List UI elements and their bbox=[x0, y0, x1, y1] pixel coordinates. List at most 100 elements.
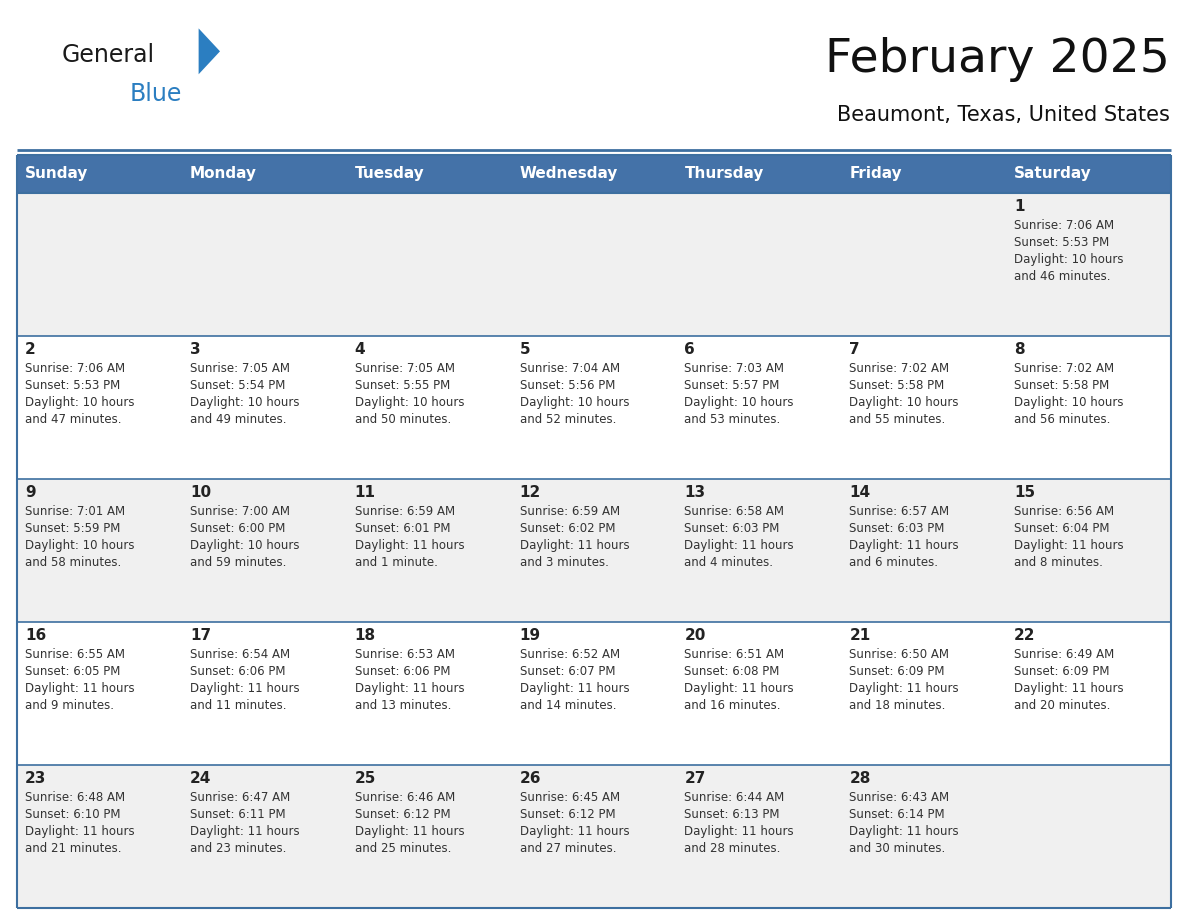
Text: Sunrise: 6:48 AM: Sunrise: 6:48 AM bbox=[25, 791, 125, 804]
Text: 2: 2 bbox=[25, 342, 36, 357]
Text: Sunrise: 6:55 AM: Sunrise: 6:55 AM bbox=[25, 648, 125, 661]
Text: 4: 4 bbox=[355, 342, 366, 357]
Text: and 14 minutes.: and 14 minutes. bbox=[519, 699, 617, 712]
Text: Sunset: 6:10 PM: Sunset: 6:10 PM bbox=[25, 808, 120, 821]
Bar bbox=[841, 155, 1006, 193]
Text: Daylight: 10 hours: Daylight: 10 hours bbox=[1015, 253, 1124, 266]
Text: 28: 28 bbox=[849, 771, 871, 786]
Text: Daylight: 10 hours: Daylight: 10 hours bbox=[190, 396, 299, 409]
Text: Sunrise: 6:46 AM: Sunrise: 6:46 AM bbox=[355, 791, 455, 804]
Text: and 30 minutes.: and 30 minutes. bbox=[849, 842, 946, 855]
Text: General: General bbox=[62, 43, 156, 67]
Text: Sunrise: 7:06 AM: Sunrise: 7:06 AM bbox=[1015, 219, 1114, 232]
Text: Sunrise: 7:05 AM: Sunrise: 7:05 AM bbox=[355, 362, 455, 375]
Text: and 27 minutes.: and 27 minutes. bbox=[519, 842, 617, 855]
Text: Sunset: 6:12 PM: Sunset: 6:12 PM bbox=[519, 808, 615, 821]
Text: and 46 minutes.: and 46 minutes. bbox=[1015, 270, 1111, 283]
Text: Sunset: 6:00 PM: Sunset: 6:00 PM bbox=[190, 522, 285, 535]
Text: 19: 19 bbox=[519, 628, 541, 643]
Text: Sunrise: 6:47 AM: Sunrise: 6:47 AM bbox=[190, 791, 290, 804]
Text: Sunset: 6:13 PM: Sunset: 6:13 PM bbox=[684, 808, 781, 821]
Text: Daylight: 11 hours: Daylight: 11 hours bbox=[355, 539, 465, 552]
Text: Sunday: Sunday bbox=[25, 166, 88, 182]
Text: Daylight: 11 hours: Daylight: 11 hours bbox=[25, 682, 134, 695]
Bar bbox=[841, 193, 1006, 336]
Text: 12: 12 bbox=[519, 485, 541, 500]
Text: Sunset: 6:03 PM: Sunset: 6:03 PM bbox=[684, 522, 779, 535]
Text: Daylight: 11 hours: Daylight: 11 hours bbox=[684, 825, 794, 838]
Text: Wednesday: Wednesday bbox=[519, 166, 618, 182]
Text: Blue: Blue bbox=[129, 82, 182, 106]
Text: Sunrise: 6:59 AM: Sunrise: 6:59 AM bbox=[355, 505, 455, 518]
Bar bbox=[347, 193, 512, 336]
Text: and 53 minutes.: and 53 minutes. bbox=[684, 413, 781, 426]
Text: 16: 16 bbox=[25, 628, 46, 643]
Text: 23: 23 bbox=[25, 771, 46, 786]
Text: Sunrise: 6:57 AM: Sunrise: 6:57 AM bbox=[849, 505, 949, 518]
Text: Sunrise: 7:01 AM: Sunrise: 7:01 AM bbox=[25, 505, 125, 518]
Text: 7: 7 bbox=[849, 342, 860, 357]
Text: and 55 minutes.: and 55 minutes. bbox=[849, 413, 946, 426]
Text: and 11 minutes.: and 11 minutes. bbox=[190, 699, 286, 712]
Text: 13: 13 bbox=[684, 485, 706, 500]
Text: 25: 25 bbox=[355, 771, 377, 786]
Text: Sunrise: 6:45 AM: Sunrise: 6:45 AM bbox=[519, 791, 620, 804]
Text: and 21 minutes.: and 21 minutes. bbox=[25, 842, 121, 855]
Bar bbox=[841, 479, 1006, 622]
Bar bbox=[676, 336, 841, 479]
Text: and 28 minutes.: and 28 minutes. bbox=[684, 842, 781, 855]
Text: Sunset: 6:09 PM: Sunset: 6:09 PM bbox=[849, 665, 944, 678]
Text: Sunset: 5:57 PM: Sunset: 5:57 PM bbox=[684, 379, 779, 392]
Text: Daylight: 11 hours: Daylight: 11 hours bbox=[849, 682, 959, 695]
Text: 1: 1 bbox=[1015, 199, 1024, 214]
Text: Beaumont, Texas, United States: Beaumont, Texas, United States bbox=[838, 105, 1170, 125]
Bar bbox=[347, 622, 512, 765]
Text: Tuesday: Tuesday bbox=[355, 166, 424, 182]
Bar bbox=[17, 193, 182, 336]
Text: Daylight: 11 hours: Daylight: 11 hours bbox=[190, 825, 299, 838]
Text: 22: 22 bbox=[1015, 628, 1036, 643]
Text: Daylight: 11 hours: Daylight: 11 hours bbox=[1015, 539, 1124, 552]
Text: Sunrise: 7:06 AM: Sunrise: 7:06 AM bbox=[25, 362, 125, 375]
Text: Daylight: 11 hours: Daylight: 11 hours bbox=[684, 539, 794, 552]
Text: Sunset: 6:01 PM: Sunset: 6:01 PM bbox=[355, 522, 450, 535]
Bar bbox=[841, 765, 1006, 908]
Text: Sunset: 5:55 PM: Sunset: 5:55 PM bbox=[355, 379, 450, 392]
Polygon shape bbox=[198, 28, 220, 74]
Text: Sunset: 6:02 PM: Sunset: 6:02 PM bbox=[519, 522, 615, 535]
Bar bbox=[841, 622, 1006, 765]
Text: Sunset: 6:05 PM: Sunset: 6:05 PM bbox=[25, 665, 120, 678]
Text: Sunset: 6:03 PM: Sunset: 6:03 PM bbox=[849, 522, 944, 535]
Text: 27: 27 bbox=[684, 771, 706, 786]
Text: Daylight: 11 hours: Daylight: 11 hours bbox=[519, 539, 630, 552]
Text: and 20 minutes.: and 20 minutes. bbox=[1015, 699, 1111, 712]
Text: Daylight: 11 hours: Daylight: 11 hours bbox=[190, 682, 299, 695]
Text: and 52 minutes.: and 52 minutes. bbox=[519, 413, 615, 426]
Bar bbox=[347, 765, 512, 908]
Text: and 56 minutes.: and 56 minutes. bbox=[1015, 413, 1111, 426]
Text: and 18 minutes.: and 18 minutes. bbox=[849, 699, 946, 712]
Text: Sunset: 6:11 PM: Sunset: 6:11 PM bbox=[190, 808, 285, 821]
Text: Daylight: 10 hours: Daylight: 10 hours bbox=[25, 396, 134, 409]
Text: Sunrise: 6:54 AM: Sunrise: 6:54 AM bbox=[190, 648, 290, 661]
Text: Sunrise: 6:52 AM: Sunrise: 6:52 AM bbox=[519, 648, 620, 661]
Text: Sunrise: 7:02 AM: Sunrise: 7:02 AM bbox=[1015, 362, 1114, 375]
Text: 8: 8 bbox=[1015, 342, 1025, 357]
Text: Daylight: 10 hours: Daylight: 10 hours bbox=[684, 396, 794, 409]
Text: Sunrise: 7:02 AM: Sunrise: 7:02 AM bbox=[849, 362, 949, 375]
Bar bbox=[1006, 622, 1171, 765]
Text: and 1 minute.: and 1 minute. bbox=[355, 556, 437, 569]
Text: Daylight: 11 hours: Daylight: 11 hours bbox=[519, 825, 630, 838]
Text: Daylight: 11 hours: Daylight: 11 hours bbox=[1015, 682, 1124, 695]
Text: Sunrise: 6:43 AM: Sunrise: 6:43 AM bbox=[849, 791, 949, 804]
Text: Monday: Monday bbox=[190, 166, 257, 182]
Text: Daylight: 10 hours: Daylight: 10 hours bbox=[1015, 396, 1124, 409]
Bar bbox=[676, 765, 841, 908]
Bar bbox=[182, 622, 347, 765]
Text: Sunrise: 6:44 AM: Sunrise: 6:44 AM bbox=[684, 791, 785, 804]
Text: Sunset: 6:12 PM: Sunset: 6:12 PM bbox=[355, 808, 450, 821]
Text: Sunrise: 6:53 AM: Sunrise: 6:53 AM bbox=[355, 648, 455, 661]
Text: Sunrise: 6:49 AM: Sunrise: 6:49 AM bbox=[1015, 648, 1114, 661]
Text: and 6 minutes.: and 6 minutes. bbox=[849, 556, 939, 569]
Text: Sunrise: 6:58 AM: Sunrise: 6:58 AM bbox=[684, 505, 784, 518]
